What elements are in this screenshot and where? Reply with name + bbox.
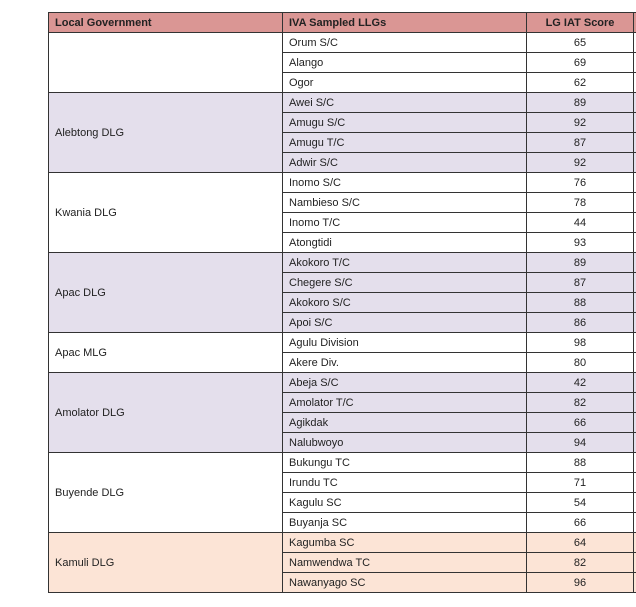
score-cell: 42 bbox=[526, 372, 634, 393]
score-cell: 87 bbox=[526, 132, 634, 153]
table-row: Adwir S/C 92 bbox=[49, 152, 636, 173]
llg-cell: Akokoro T/C bbox=[282, 252, 527, 273]
score-cell: 89 bbox=[526, 252, 634, 273]
score-cell: 71 bbox=[526, 472, 634, 493]
table-row: Apoi S/C 86 bbox=[49, 312, 636, 333]
llg-cell: Inomo S/C bbox=[282, 172, 527, 193]
local-government-cell: Apac DLG bbox=[48, 252, 283, 333]
table-row: Apac DLG Akokoro T/C 89 bbox=[48, 252, 636, 333]
table-row: Nawanyago SC 96 bbox=[49, 572, 636, 593]
llg-cell: Apoi S/C bbox=[282, 312, 527, 333]
llg-cell: Atongtidi bbox=[282, 232, 527, 253]
llg-cell: Amugu S/C bbox=[282, 112, 527, 133]
score-cell: 92 bbox=[526, 152, 634, 173]
llg-cell: Irundu TC bbox=[282, 472, 527, 493]
table-row: Irundu TC 71 bbox=[49, 472, 636, 493]
table-row: Namwendwa TC 82 bbox=[49, 552, 636, 573]
local-government-cell: Kwania DLG bbox=[48, 172, 283, 253]
llg-cell: Kagulu SC bbox=[282, 492, 527, 513]
local-government-cell: Amolator DLG bbox=[48, 372, 283, 453]
table-row: Orum S/C 65 bbox=[48, 32, 636, 93]
extra-cell bbox=[633, 572, 636, 593]
header-local-government: Local Government bbox=[48, 12, 283, 33]
score-cell: 64 bbox=[526, 532, 634, 553]
table-row: Akokoro S/C 88 bbox=[49, 292, 636, 313]
lg-score-table: Local Government IVA Sampled LLGs LG IAT… bbox=[48, 12, 636, 593]
llg-cell: Bukungu TC bbox=[282, 452, 527, 473]
score-cell: 98 bbox=[526, 332, 634, 353]
llg-cell: Alango bbox=[282, 52, 527, 73]
table-row: Alango 69 bbox=[49, 52, 636, 73]
score-cell: 69 bbox=[526, 52, 634, 73]
table-row: Buyende DLG Bukungu TC 88 bbox=[48, 452, 636, 533]
header-lg-iat-score: LG IAT Score bbox=[526, 12, 634, 33]
score-cell: 88 bbox=[526, 452, 634, 473]
score-cell: 94 bbox=[526, 432, 634, 453]
llg-cell: Nawanyago SC bbox=[282, 572, 527, 593]
llg-cell: Adwir S/C bbox=[282, 152, 527, 173]
table-row: Chegere S/C 87 bbox=[49, 272, 636, 293]
score-cell: 66 bbox=[526, 412, 634, 433]
local-government-cell: Apac MLG bbox=[48, 332, 283, 373]
score-cell: 78 bbox=[526, 192, 634, 213]
table-row: Amolator DLG Abeja S/C 42 bbox=[48, 372, 636, 453]
score-cell: 89 bbox=[526, 92, 634, 113]
header-row: Local Government IVA Sampled LLGs LG IAT… bbox=[48, 12, 636, 33]
table-row: Akere Div. 80 bbox=[49, 352, 636, 373]
table-row: Amolator T/C 82 bbox=[49, 392, 636, 413]
score-cell: 54 bbox=[526, 492, 634, 513]
score-cell: 82 bbox=[526, 552, 634, 573]
table-row: Kagulu SC 54 bbox=[49, 492, 636, 513]
llg-cell: Amolator T/C bbox=[282, 392, 527, 413]
table-row: Apac MLG Agulu Division 98 bbox=[48, 332, 636, 373]
llg-cell: Akere Div. bbox=[282, 352, 527, 373]
score-cell: 62 bbox=[526, 72, 634, 93]
score-cell: 65 bbox=[526, 32, 634, 53]
table-row: Buyanja SC 66 bbox=[49, 512, 636, 533]
score-cell: 76 bbox=[526, 172, 634, 193]
score-cell: 88 bbox=[526, 292, 634, 313]
llg-cell: Nambieso S/C bbox=[282, 192, 527, 213]
score-cell: 44 bbox=[526, 212, 634, 233]
score-cell: 96 bbox=[526, 572, 634, 593]
llg-cell: Inomo T/C bbox=[282, 212, 527, 233]
score-cell: 66 bbox=[526, 512, 634, 533]
local-government-cell: Kamuli DLG bbox=[48, 532, 283, 593]
llg-cell: Namwendwa TC bbox=[282, 552, 527, 573]
local-government-cell: Buyende DLG bbox=[48, 452, 283, 533]
score-cell: 87 bbox=[526, 272, 634, 293]
local-government-cell: Alebtong DLG bbox=[48, 92, 283, 173]
table-row: Kwania DLG Inomo S/C 76 bbox=[48, 172, 636, 253]
llg-cell: Awei S/C bbox=[282, 92, 527, 113]
table-row: Nambieso S/C 78 bbox=[49, 192, 636, 213]
table-row: Amugu S/C 92 bbox=[49, 112, 636, 133]
header-iva-sampled-llgs: IVA Sampled LLGs bbox=[282, 12, 527, 33]
score-cell: 92 bbox=[526, 112, 634, 133]
llg-cell: Chegere S/C bbox=[282, 272, 527, 293]
llg-cell: Ogor bbox=[282, 72, 527, 93]
score-cell: 80 bbox=[526, 352, 634, 373]
llg-cell: Orum S/C bbox=[282, 32, 527, 53]
local-government-cell bbox=[48, 32, 283, 93]
llg-cell: Nalubwoyo bbox=[282, 432, 527, 453]
llg-cell: Kagumba SC bbox=[282, 532, 527, 553]
table-row: Alebtong DLG Awei S/C 89 bbox=[48, 92, 636, 173]
llg-cell: Buyanja SC bbox=[282, 512, 527, 533]
llg-cell: Agulu Division bbox=[282, 332, 527, 353]
llg-cell: Abeja S/C bbox=[282, 372, 527, 393]
score-cell: 86 bbox=[526, 312, 634, 333]
score-cell: 93 bbox=[526, 232, 634, 253]
table-row: Inomo T/C 44 bbox=[49, 212, 636, 233]
llg-cell: Akokoro S/C bbox=[282, 292, 527, 313]
score-cell: 82 bbox=[526, 392, 634, 413]
table-row: Kamuli DLG Kagumba SC 64 bbox=[48, 532, 636, 593]
llg-cell: Amugu T/C bbox=[282, 132, 527, 153]
llg-cell: Agikdak bbox=[282, 412, 527, 433]
table-row: Agikdak 66 bbox=[49, 412, 636, 433]
